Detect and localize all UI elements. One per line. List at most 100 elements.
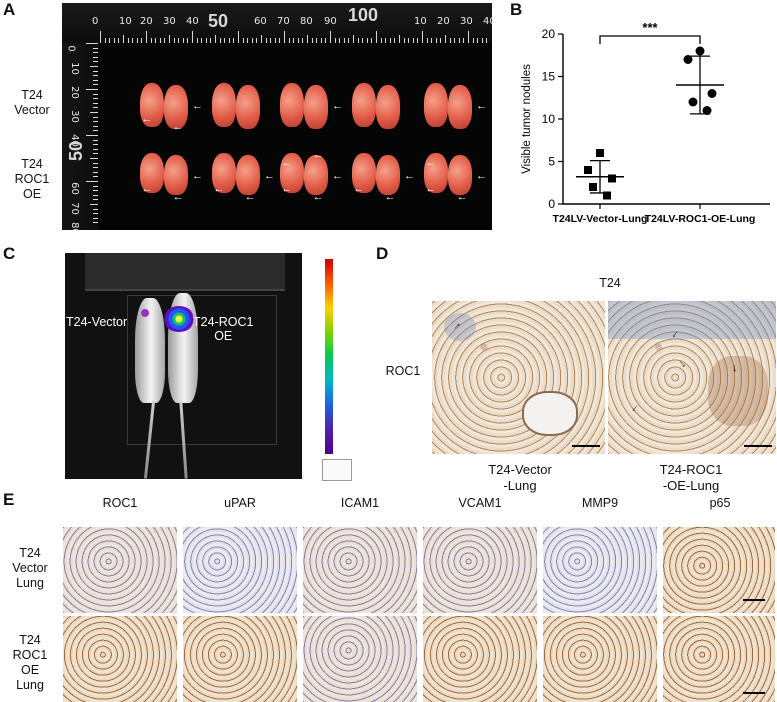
lung-lobe bbox=[280, 153, 304, 193]
ruler-tick bbox=[334, 38, 336, 43]
ruler-tick bbox=[93, 162, 98, 164]
ruler-tick bbox=[311, 38, 313, 43]
y-tick-label: 5 bbox=[548, 155, 555, 169]
ruler-tick bbox=[431, 38, 433, 43]
ruler-label-50: 50 bbox=[208, 11, 229, 31]
data-point-circle bbox=[707, 89, 717, 98]
x-tick-label: T24LV-Vector-Lung bbox=[553, 213, 648, 225]
ruler-tick bbox=[412, 38, 414, 43]
y-axis-label: Visible tumor nodules bbox=[521, 64, 533, 174]
lung-lobe bbox=[424, 153, 448, 193]
luminescence-spot-small bbox=[141, 309, 149, 317]
ruler-tick bbox=[104, 38, 106, 43]
ruler-tick bbox=[93, 98, 98, 100]
caption-t24-roc1-oe-lung: T24-ROC1 -OE-Lung bbox=[659, 462, 723, 493]
ruler-number: 60 bbox=[68, 182, 80, 195]
ruler-tick bbox=[118, 38, 120, 43]
ruler-number: 0 bbox=[92, 16, 99, 27]
y-tick-label: 10 bbox=[542, 112, 556, 126]
arrow-icon: ← bbox=[353, 182, 365, 195]
ruler-number: 0 bbox=[65, 45, 77, 52]
ruler-tick bbox=[458, 38, 460, 43]
panel-c-letter: C bbox=[3, 244, 16, 263]
caption-t24-vector-lung: T24-Vector -Lung bbox=[488, 462, 552, 493]
ruler-tick bbox=[123, 35, 124, 43]
arrow-icon: ← bbox=[264, 170, 275, 182]
ihc-image bbox=[663, 616, 775, 702]
lung-lobe bbox=[376, 85, 400, 129]
ruler-tick bbox=[445, 35, 446, 43]
ihc-image bbox=[303, 616, 417, 702]
ruler-tick bbox=[93, 52, 98, 54]
ruler-number: 90 bbox=[324, 16, 337, 27]
ruler-tick bbox=[201, 38, 203, 43]
ruler-number: 10 bbox=[414, 16, 427, 27]
vessel-lumen bbox=[522, 391, 578, 436]
ruler-tick bbox=[486, 38, 488, 43]
ruler-tick bbox=[90, 158, 98, 159]
ruler-tick bbox=[93, 75, 98, 77]
ruler-tick bbox=[477, 38, 479, 43]
ruler-tick bbox=[219, 38, 221, 43]
lung-lobe bbox=[236, 155, 260, 195]
ruler-tick bbox=[93, 102, 98, 104]
ruler-number: 60 bbox=[254, 16, 267, 27]
row-label-t24-vector: T24 Vector bbox=[14, 88, 50, 117]
ruler-number: 30 bbox=[68, 110, 80, 123]
significance-bracket bbox=[599, 35, 701, 44]
ruler-tick bbox=[408, 38, 410, 43]
luminescence-signal bbox=[163, 306, 195, 332]
arrow-icon: ← bbox=[425, 182, 437, 195]
lung-lobe bbox=[140, 153, 164, 193]
data-point-square bbox=[584, 166, 592, 174]
ruler-tick bbox=[247, 38, 249, 43]
ruler-tick bbox=[93, 217, 98, 219]
ruler-tick bbox=[196, 38, 198, 43]
data-point-circle bbox=[683, 55, 693, 64]
ruler-tick bbox=[210, 38, 212, 43]
arrow-icon: ← bbox=[312, 190, 324, 203]
panel-d-row-label: ROC1 bbox=[385, 364, 421, 378]
ruler-number: 30 bbox=[460, 16, 473, 27]
ruler-tick bbox=[178, 38, 180, 43]
ihc-image bbox=[183, 527, 297, 613]
lung-lobe bbox=[448, 85, 472, 129]
ruler-tick bbox=[270, 38, 272, 43]
ruler-tick bbox=[449, 38, 451, 43]
ruler-tick bbox=[288, 38, 290, 43]
ruler-tick bbox=[463, 38, 465, 43]
arrow-icon: ← bbox=[213, 182, 225, 195]
lung-lobe bbox=[164, 155, 188, 195]
ruler-number: 10 bbox=[68, 62, 80, 75]
ihc-image bbox=[423, 616, 537, 702]
ruler-tick bbox=[93, 194, 98, 196]
ruler-tick bbox=[93, 139, 98, 141]
ruler-tick bbox=[454, 38, 456, 43]
arrow-icon: ← bbox=[192, 100, 203, 112]
ruler-tick bbox=[93, 185, 98, 187]
tumor-focus bbox=[444, 313, 476, 341]
ruler-number: 10 bbox=[119, 16, 132, 27]
ruler-tick bbox=[426, 38, 428, 43]
ruler-tick bbox=[141, 38, 143, 43]
panel-d-title: T24 bbox=[599, 276, 621, 290]
ruler-tick bbox=[265, 38, 267, 43]
ruler-tick bbox=[366, 38, 368, 43]
ruler-label-left-50: 50 bbox=[66, 140, 86, 161]
ihc-image-vector-lung: ↑ bbox=[432, 301, 605, 454]
ruler-number: 40 bbox=[483, 16, 492, 27]
ruler-tick bbox=[93, 116, 98, 118]
arrow-icon: ↓ bbox=[732, 362, 738, 374]
ruler-tick bbox=[233, 38, 235, 43]
arrow-icon: ← bbox=[141, 182, 153, 195]
ruler-tick bbox=[224, 38, 226, 43]
ruler-tick bbox=[385, 38, 387, 43]
ihc-image bbox=[183, 616, 297, 702]
lung-lobe bbox=[236, 85, 260, 129]
data-point-circle bbox=[695, 46, 705, 56]
ruler-tick bbox=[93, 84, 98, 86]
scale-bar bbox=[743, 692, 765, 694]
lung-lobe bbox=[304, 155, 328, 195]
tumor-region-right bbox=[708, 356, 768, 426]
ruler-tick bbox=[93, 190, 98, 192]
